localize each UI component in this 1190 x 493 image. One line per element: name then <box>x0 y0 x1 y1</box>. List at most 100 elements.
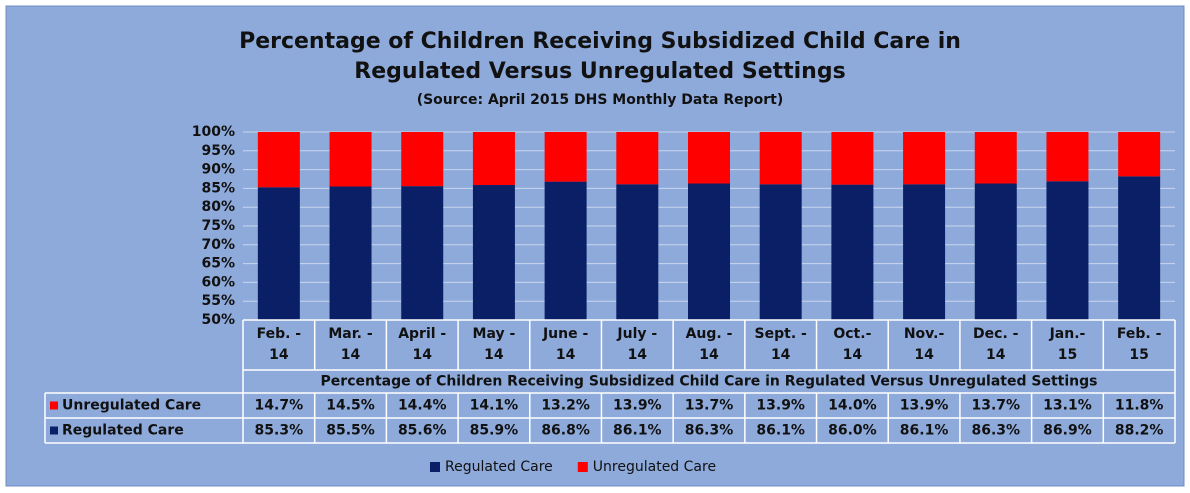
data-label: 85.6% <box>398 423 447 439</box>
bar-segment <box>544 132 587 182</box>
x-tick-label: 14 <box>628 347 648 363</box>
table-title: Percentage of Children Receiving Subsidi… <box>321 374 1098 390</box>
x-tick-label: Jan.- <box>1049 326 1086 342</box>
bar-segment <box>759 184 802 320</box>
x-tick-label: Feb. - <box>1117 326 1162 342</box>
bar-segment <box>974 183 1017 320</box>
data-label: 14.5% <box>326 398 375 414</box>
x-tick-label: May - <box>473 326 516 342</box>
x-tick-label: 15 <box>1129 347 1148 363</box>
bar-segment <box>903 132 946 185</box>
data-label: 86.1% <box>613 423 662 439</box>
data-label: 86.1% <box>756 423 805 439</box>
bar-segment <box>257 132 300 188</box>
bar-segment <box>1118 132 1161 177</box>
x-tick-label: 14 <box>341 347 361 363</box>
x-tick-label: Feb. - <box>257 326 302 342</box>
data-label: 86.0% <box>828 423 877 439</box>
table-row-label: Unregulated Care <box>62 398 201 414</box>
y-tick-label: 80% <box>201 199 235 215</box>
data-label: 13.7% <box>971 398 1020 414</box>
bar-segment <box>329 132 372 187</box>
x-tick-label: April - <box>398 326 446 342</box>
y-tick-label: 90% <box>201 162 235 178</box>
y-tick-label: 95% <box>201 143 235 159</box>
y-tick-label: 55% <box>201 293 235 309</box>
bar-segment <box>1046 132 1089 182</box>
data-label: 13.1% <box>1043 398 1092 414</box>
bar-segment <box>544 181 587 320</box>
y-tick-label: 70% <box>201 237 235 253</box>
data-label: 14.1% <box>470 398 519 414</box>
x-tick-label: 14 <box>771 347 791 363</box>
x-tick-label: 15 <box>1058 347 1077 363</box>
bar-segment <box>688 183 730 320</box>
x-tick-label: 14 <box>412 347 432 363</box>
data-label: 13.9% <box>613 398 662 414</box>
x-tick-label: Aug. - <box>686 326 733 342</box>
y-tick-label: 85% <box>201 180 235 196</box>
data-label: 86.3% <box>971 423 1020 439</box>
x-tick-label: 14 <box>986 347 1006 363</box>
y-tick-label: 50% <box>201 312 235 328</box>
bar-segment <box>472 132 515 186</box>
data-label: 13.2% <box>541 398 590 414</box>
data-label: 14.0% <box>828 398 877 414</box>
chart-title: Percentage of Children Receiving Subsidi… <box>239 29 961 54</box>
x-tick-label: July - <box>616 326 657 342</box>
data-label: 13.9% <box>900 398 949 414</box>
chart-subtitle: (Source: April 2015 DHS Monthly Data Rep… <box>417 92 784 108</box>
y-tick-label: 60% <box>201 274 235 290</box>
data-label: 88.2% <box>1115 423 1164 439</box>
x-tick-label: 14 <box>699 347 719 363</box>
x-tick-label: 14 <box>556 347 576 363</box>
data-label: 86.1% <box>900 423 949 439</box>
y-tick-label: 75% <box>201 218 235 234</box>
bar-segment <box>616 132 659 185</box>
data-label: 85.9% <box>470 423 519 439</box>
legend-swatch <box>430 462 440 472</box>
data-label: 86.9% <box>1043 423 1092 439</box>
legend-swatch <box>50 426 58 435</box>
bar-segment <box>831 132 874 185</box>
y-tick-label: 100% <box>192 124 235 140</box>
bar-segment <box>1118 176 1161 320</box>
data-label: 85.3% <box>255 423 304 439</box>
x-tick-label: 14 <box>269 347 289 363</box>
x-tick-label: Oct.- <box>833 326 871 342</box>
bar-segment <box>472 185 515 320</box>
bar-segment <box>401 186 444 320</box>
x-tick-label: June - <box>542 326 589 342</box>
bar-segment <box>616 184 659 320</box>
bar-segment <box>329 186 372 320</box>
bar-segment <box>903 184 946 320</box>
x-tick-label: 14 <box>843 347 863 363</box>
x-tick-label: Nov.- <box>904 326 945 342</box>
legend-label: Unregulated Care <box>593 459 716 475</box>
x-tick-label: Sept. - <box>755 326 807 342</box>
legend-swatch <box>50 401 58 410</box>
bar-segment <box>1046 181 1089 320</box>
bar-segment <box>759 132 802 185</box>
data-label: 13.9% <box>756 398 805 414</box>
table-row-label: Regulated Care <box>62 423 184 439</box>
x-tick-label: Mar. - <box>328 326 372 342</box>
legend-label: Regulated Care <box>445 459 553 475</box>
data-label: 86.3% <box>685 423 734 439</box>
data-label: 14.7% <box>255 398 304 414</box>
x-tick-label: 14 <box>484 347 504 363</box>
bar-segment <box>974 132 1017 184</box>
data-label: 13.7% <box>685 398 734 414</box>
bar-segment <box>688 132 730 184</box>
x-tick-label: Dec. - <box>973 326 1019 342</box>
legend-swatch <box>577 462 588 472</box>
data-label: 85.5% <box>326 423 375 439</box>
bar-segment <box>257 187 300 320</box>
x-tick-label: 14 <box>914 347 934 363</box>
data-label: 86.8% <box>541 423 590 439</box>
data-label: 14.4% <box>398 398 447 414</box>
bar-segment <box>401 132 444 187</box>
bar-segment <box>831 184 874 320</box>
